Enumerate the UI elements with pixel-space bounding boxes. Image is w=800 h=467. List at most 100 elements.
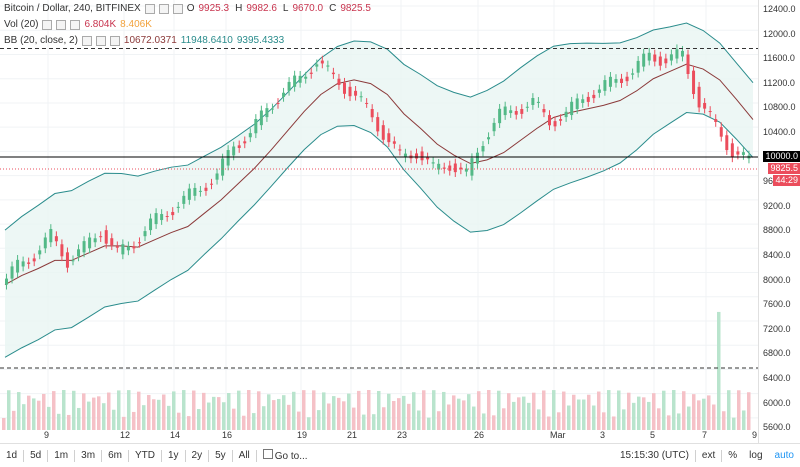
volume-bar <box>237 390 241 430</box>
candle-body <box>232 146 236 156</box>
range-button-1m[interactable]: 1m <box>54 450 69 461</box>
candle-body <box>226 150 230 166</box>
range-button-ytd[interactable]: YTD <box>134 450 155 461</box>
candle-body <box>575 98 579 110</box>
log-toggle[interactable]: log <box>749 450 763 461</box>
bb-settings-button[interactable] <box>95 35 106 46</box>
range-button-3m[interactable]: 3m <box>81 450 96 461</box>
candle-body <box>564 111 568 118</box>
volume-settings-button[interactable] <box>56 19 67 30</box>
candle-body <box>642 53 646 67</box>
candle-body <box>132 246 136 249</box>
volume-bar <box>552 390 556 430</box>
candle-body <box>254 118 258 134</box>
volume-bar <box>322 392 326 430</box>
candle-body <box>686 54 690 74</box>
volume-bar <box>157 399 161 430</box>
volume-hide-button[interactable] <box>42 19 53 30</box>
volume-bar <box>557 412 561 430</box>
chart-canvas[interactable] <box>0 0 758 443</box>
volume-bar <box>657 408 661 430</box>
candle-body <box>88 237 92 249</box>
volume-bar <box>142 405 146 430</box>
volume-bar <box>7 390 11 430</box>
volume-bar <box>332 396 336 430</box>
volume-bar <box>197 409 201 430</box>
volume-bar <box>372 414 376 430</box>
volume-bar <box>57 413 61 430</box>
price-chart[interactable]: Bitcoin / Dollar, 240, BITFINEX O 9925.3 … <box>0 0 758 443</box>
range-button-5y[interactable]: 5y <box>215 450 226 461</box>
time-tick: Mar <box>550 430 566 440</box>
range-button-6m[interactable]: 6m <box>108 450 122 461</box>
volume-bar <box>477 391 481 430</box>
ext-toggle[interactable]: ext <box>701 450 716 461</box>
close-label: C <box>329 3 337 14</box>
candle-body <box>426 157 430 160</box>
price-tick: 8400.0 <box>763 250 791 260</box>
candle-body <box>237 145 241 148</box>
high-label: H <box>235 3 243 14</box>
volume-bar <box>507 393 511 430</box>
volume-bar <box>662 390 666 430</box>
candle-body <box>547 115 551 126</box>
volume-bar <box>622 409 626 430</box>
legend-hide-button[interactable] <box>144 3 155 14</box>
volume-bar <box>442 391 446 430</box>
time-tick: 12 <box>120 430 131 440</box>
candle-body <box>342 82 346 94</box>
volume-close-button[interactable] <box>70 19 81 30</box>
volume-bar <box>227 393 231 430</box>
bb-close-button[interactable] <box>109 35 120 46</box>
candle-body <box>525 106 529 108</box>
volume-bar <box>432 390 436 430</box>
volume-bar <box>287 404 291 430</box>
volume-bar <box>152 399 156 430</box>
range-button-5d[interactable]: 5d <box>30 450 42 461</box>
volume-bar <box>392 400 396 430</box>
volume-bar <box>407 403 411 430</box>
goto-button[interactable]: Go to... <box>257 449 314 462</box>
candle-body <box>54 236 58 242</box>
volume-bar <box>112 409 116 430</box>
range-button-all[interactable]: All <box>238 450 250 461</box>
candle-body <box>126 246 130 251</box>
volume-bar <box>627 392 631 430</box>
candle-body <box>608 76 612 87</box>
candle-body <box>121 244 125 255</box>
auto-toggle[interactable]: auto <box>774 450 794 461</box>
candle-body <box>741 152 745 155</box>
candle-body <box>625 76 629 82</box>
range-button-2y[interactable]: 2y <box>191 450 203 461</box>
volume-bar <box>12 410 16 430</box>
candle-body <box>315 64 319 67</box>
volume-bar <box>42 393 46 430</box>
candle-body <box>149 218 153 231</box>
percent-toggle[interactable]: % <box>728 450 738 461</box>
volume-bar <box>462 400 466 430</box>
bb-hide-button[interactable] <box>81 35 92 46</box>
legend-close-button[interactable] <box>172 3 183 14</box>
volume-bar <box>547 416 551 430</box>
candle-body <box>77 249 81 257</box>
candle-body <box>692 70 696 95</box>
volume-bar <box>692 394 696 430</box>
low-value: 9670.0 <box>292 3 324 14</box>
range-button-1y[interactable]: 1y <box>167 450 179 461</box>
candle-body <box>182 195 186 204</box>
candle-body <box>697 86 701 108</box>
time-tick: 7 <box>702 430 708 440</box>
volume-bar <box>697 400 701 430</box>
utc-time[interactable]: 15:15:30 (UTC) <box>620 450 689 461</box>
volume-bar <box>532 392 536 430</box>
time-axis[interactable]: 9 12 14 16 19 21 23 26 Mar 3 5 7 9 <box>0 430 758 443</box>
range-button-1d[interactable]: 1d <box>6 450 18 461</box>
price-tick: 12400.0 <box>763 4 796 14</box>
candle-body <box>265 108 269 118</box>
candle-body <box>304 76 308 79</box>
candle-body <box>475 152 479 164</box>
price-axis[interactable]: 12400.0 12000.0 11600.0 11200.0 10800.0 10400… <box>758 0 800 443</box>
candle-body <box>708 111 712 113</box>
legend-settings-button[interactable] <box>158 3 169 14</box>
volume-bar <box>637 396 641 430</box>
